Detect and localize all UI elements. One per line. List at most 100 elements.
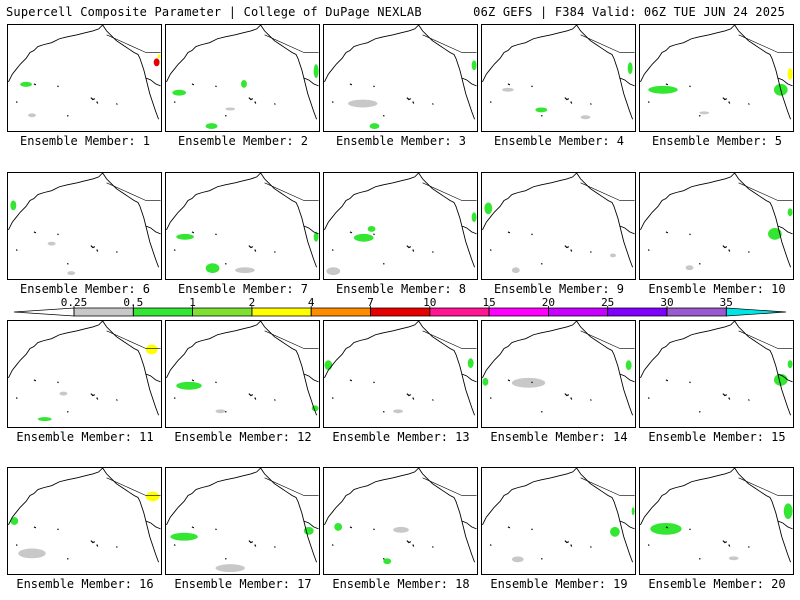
run-info: 06Z GEFS | F384 Valid: 06Z TUE JUN 24 20… (473, 5, 785, 19)
ensemble-member-map (481, 467, 636, 575)
colorbar-tick-label: 10 (423, 296, 436, 309)
scp-field-patch (205, 123, 218, 130)
ensemble-member-map (165, 24, 320, 132)
scp-field-patch (326, 267, 341, 276)
border-line (106, 34, 161, 53)
border-line (264, 182, 319, 201)
member-map-canvas (166, 25, 319, 130)
member-map-canvas (324, 468, 477, 565)
ensemble-member-label: Ensemble Member: 13 (332, 430, 470, 444)
coastline (166, 25, 319, 120)
ensemble-member-map (165, 172, 320, 280)
scp-field-patch (768, 227, 782, 240)
ensemble-member-map (323, 24, 478, 132)
border-line (738, 34, 793, 53)
coastline (166, 173, 319, 268)
ensemble-member-map (7, 467, 162, 575)
scp-field-patch (610, 526, 620, 537)
island-marks (647, 526, 750, 560)
coastline (640, 321, 793, 416)
island-marks (331, 379, 434, 413)
scp-field-patch (347, 99, 378, 108)
scp-field-patch (303, 526, 314, 535)
ensemble-member-label: Ensemble Member: 17 (174, 577, 312, 591)
border-line (580, 330, 635, 349)
ensemble-member-map (323, 172, 478, 280)
scp-field-patch (393, 526, 409, 533)
scp-field-patch (369, 123, 380, 130)
scp-field-patch (367, 226, 376, 232)
ensemble-member-label: Ensemble Member: 2 (177, 134, 309, 148)
scp-field-patch (511, 267, 520, 274)
scp-field-patch (383, 558, 392, 565)
scp-field-patch (215, 409, 226, 414)
ensemble-member-map (7, 24, 162, 132)
border-line (422, 477, 477, 496)
coastline (324, 321, 477, 416)
scp-field-patch (176, 233, 194, 240)
scp-field-patch (535, 107, 548, 113)
scp-field-patch (47, 241, 56, 246)
ensemble-member-label: Ensemble Member: 10 (648, 282, 786, 296)
island-marks (489, 231, 592, 265)
scp-field-patch (467, 358, 474, 369)
colorbar-segment (666, 307, 727, 317)
coastline (640, 173, 793, 268)
border-line (264, 34, 319, 53)
coastline (324, 173, 477, 268)
ensemble-member-map (639, 24, 794, 132)
colorbar-tick-label: 25 (601, 296, 614, 309)
member-map-canvas (482, 173, 635, 274)
scp-field-patch (37, 417, 52, 422)
border-line (580, 477, 635, 496)
ensemble-member-map (639, 172, 794, 280)
border-line (580, 182, 635, 201)
ensemble-member-label: Ensemble Member: 19 (490, 577, 628, 591)
scp-field-patch (511, 377, 546, 388)
scp-field-patch (170, 532, 198, 541)
scp-field-patch (580, 115, 591, 120)
scp-field-patch (313, 64, 319, 78)
scp-field-patch (235, 267, 255, 274)
ensemble-member-map (481, 24, 636, 132)
scp-field-patch (511, 556, 524, 563)
colorbar-segment (73, 307, 134, 317)
island-marks (173, 526, 276, 560)
scp-field-patch (176, 381, 202, 390)
island-marks (647, 83, 750, 117)
coastline (8, 173, 161, 268)
member-map-canvas (482, 468, 635, 563)
member-map-canvas (482, 25, 635, 120)
scp-field-patch (631, 507, 635, 516)
member-map-canvas (324, 321, 477, 416)
scp-field-patch (627, 62, 633, 75)
colorbar-tick-label: 15 (482, 296, 495, 309)
coastline (166, 321, 319, 416)
colorbar-legend: 0.25 0.5 1 2 4 7 10 15 20 25 30 35 (13, 296, 787, 317)
coastline (482, 25, 635, 120)
border-line (106, 477, 161, 496)
colorbar-segment (370, 307, 431, 317)
island-marks (489, 379, 592, 413)
island-marks (647, 379, 750, 413)
ensemble-member-map (7, 172, 162, 280)
coastline (324, 25, 477, 120)
coastline (8, 321, 161, 416)
scp-field-patch (482, 377, 489, 386)
ensemble-member-map (165, 467, 320, 575)
island-marks (489, 83, 592, 117)
colorbar-tick-label: 20 (542, 296, 555, 309)
ensemble-member-label: Ensemble Member: 8 (335, 282, 467, 296)
border-line (422, 34, 477, 53)
colorbar-tick-label: 0.5 (123, 296, 143, 309)
island-marks (331, 83, 434, 117)
scp-field-patch (18, 548, 46, 559)
scp-field-patch (10, 517, 19, 525)
scp-field-patch (699, 111, 710, 115)
border-line (738, 182, 793, 201)
colorbar-tick-label: 35 (720, 296, 733, 309)
ensemble-member-map (323, 467, 478, 575)
scp-field-patch (393, 409, 403, 414)
scp-field-patch (787, 68, 793, 80)
ensemble-member-map (7, 320, 162, 428)
